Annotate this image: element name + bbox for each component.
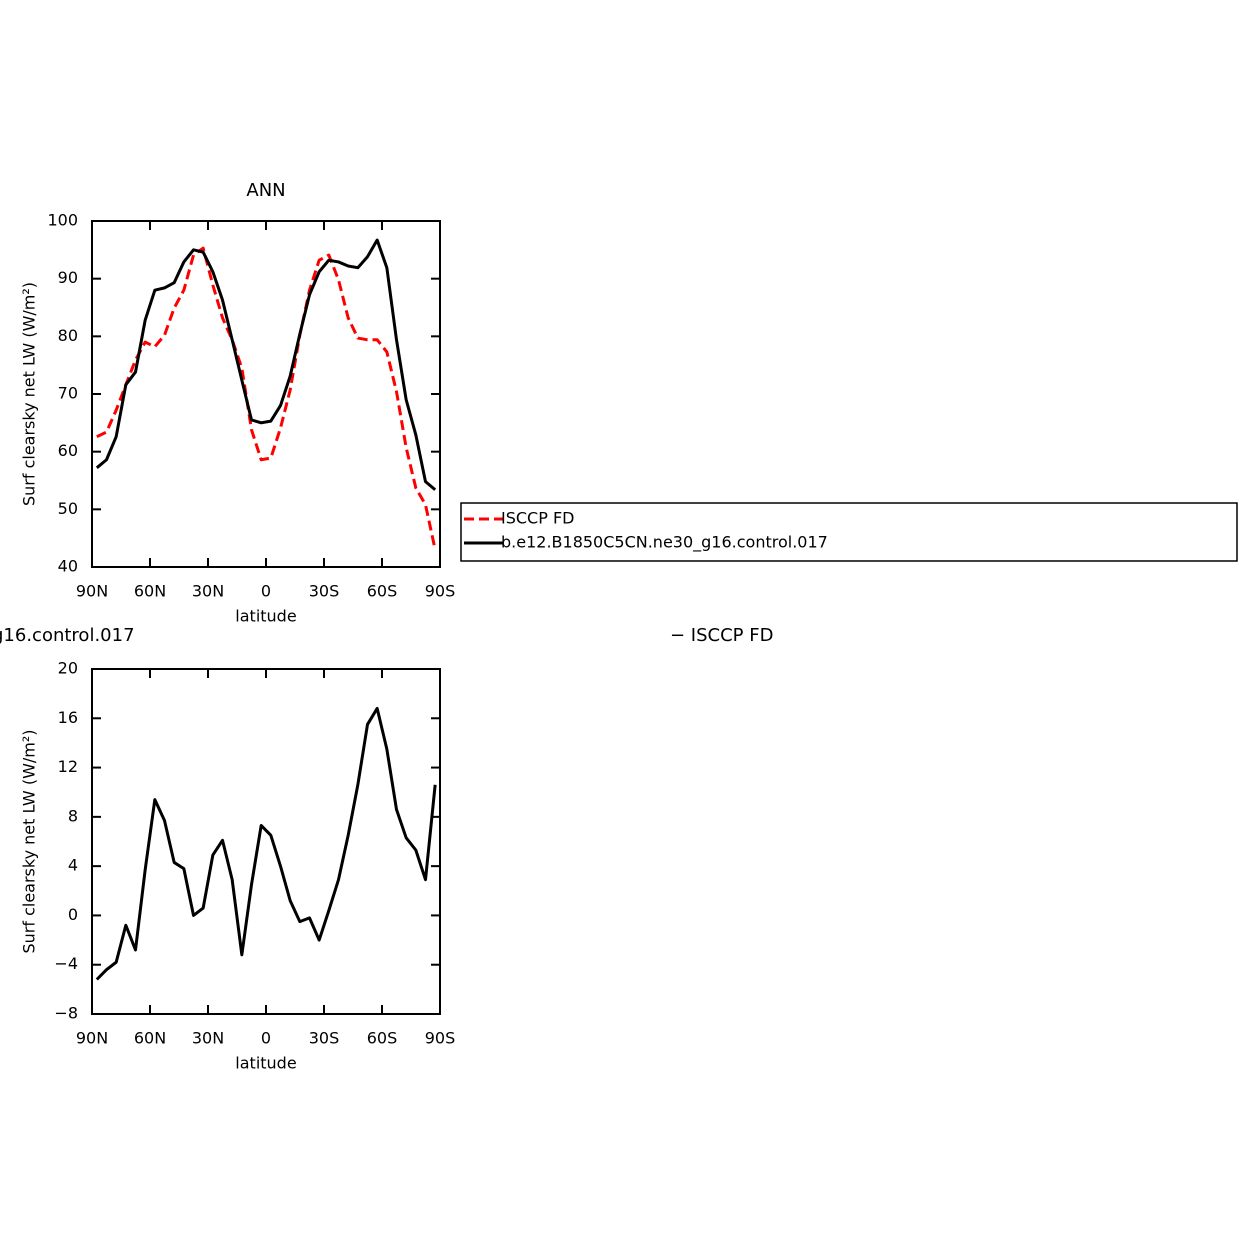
- left-title: g16.control.017: [0, 625, 135, 646]
- y-tick-label: 8: [68, 806, 78, 825]
- y-tick-label: 50: [58, 499, 78, 518]
- y-tick-label: 16: [58, 708, 78, 727]
- x-tick-label: 60N: [134, 1029, 166, 1048]
- x-tick-label: 90S: [425, 582, 456, 601]
- series-line: [95, 238, 437, 491]
- y-tick-label: 70: [58, 384, 78, 403]
- right-title: − ISCCP FD: [670, 625, 773, 646]
- y-tick-label: −8: [54, 1004, 78, 1023]
- y-tick-label: 12: [58, 757, 78, 776]
- x-tick-label: 60N: [134, 582, 166, 601]
- x-tick-label: 90S: [425, 1029, 456, 1048]
- y-tick-label: 100: [47, 211, 78, 230]
- x-tick-label: 30N: [192, 1029, 224, 1048]
- y-tick-label: 60: [58, 441, 78, 460]
- x-axis-label: latitude: [235, 1054, 296, 1073]
- x-tick-label: 30S: [309, 582, 340, 601]
- legend-label: ISCCP FD: [501, 509, 574, 528]
- plot-frame: [91, 668, 441, 1015]
- x-tick-label: 30N: [192, 582, 224, 601]
- y-tick-label: 90: [58, 268, 78, 287]
- y-tick-label: 0: [68, 905, 78, 924]
- x-tick-label: 90N: [76, 582, 108, 601]
- x-axis-label: latitude: [235, 607, 296, 626]
- x-tick-label: 60S: [367, 582, 398, 601]
- chart-title: ANN: [246, 180, 285, 201]
- x-tick-label: 90N: [76, 1029, 108, 1048]
- y-tick-label: 20: [58, 659, 78, 678]
- y-tick-label: 40: [58, 557, 78, 576]
- x-tick-label: 60S: [367, 1029, 398, 1048]
- legend-label: b.e12.B1850C5CN.ne30_g16.control.017: [501, 533, 828, 553]
- x-tick-label: 0: [261, 1029, 271, 1048]
- y-axis-label: Surf clearsky net LW (W/m²): [20, 729, 39, 953]
- y-tick-label: 4: [68, 856, 78, 875]
- x-tick-label: 0: [261, 582, 271, 601]
- x-tick-label: 30S: [309, 1029, 340, 1048]
- y-axis-label: Surf clearsky net LW (W/m²): [20, 282, 39, 506]
- series-line: [96, 246, 437, 551]
- y-tick-label: 80: [58, 326, 78, 345]
- series-line: [95, 706, 437, 981]
- legend-box: [460, 502, 1238, 562]
- y-tick-label: −4: [54, 954, 78, 973]
